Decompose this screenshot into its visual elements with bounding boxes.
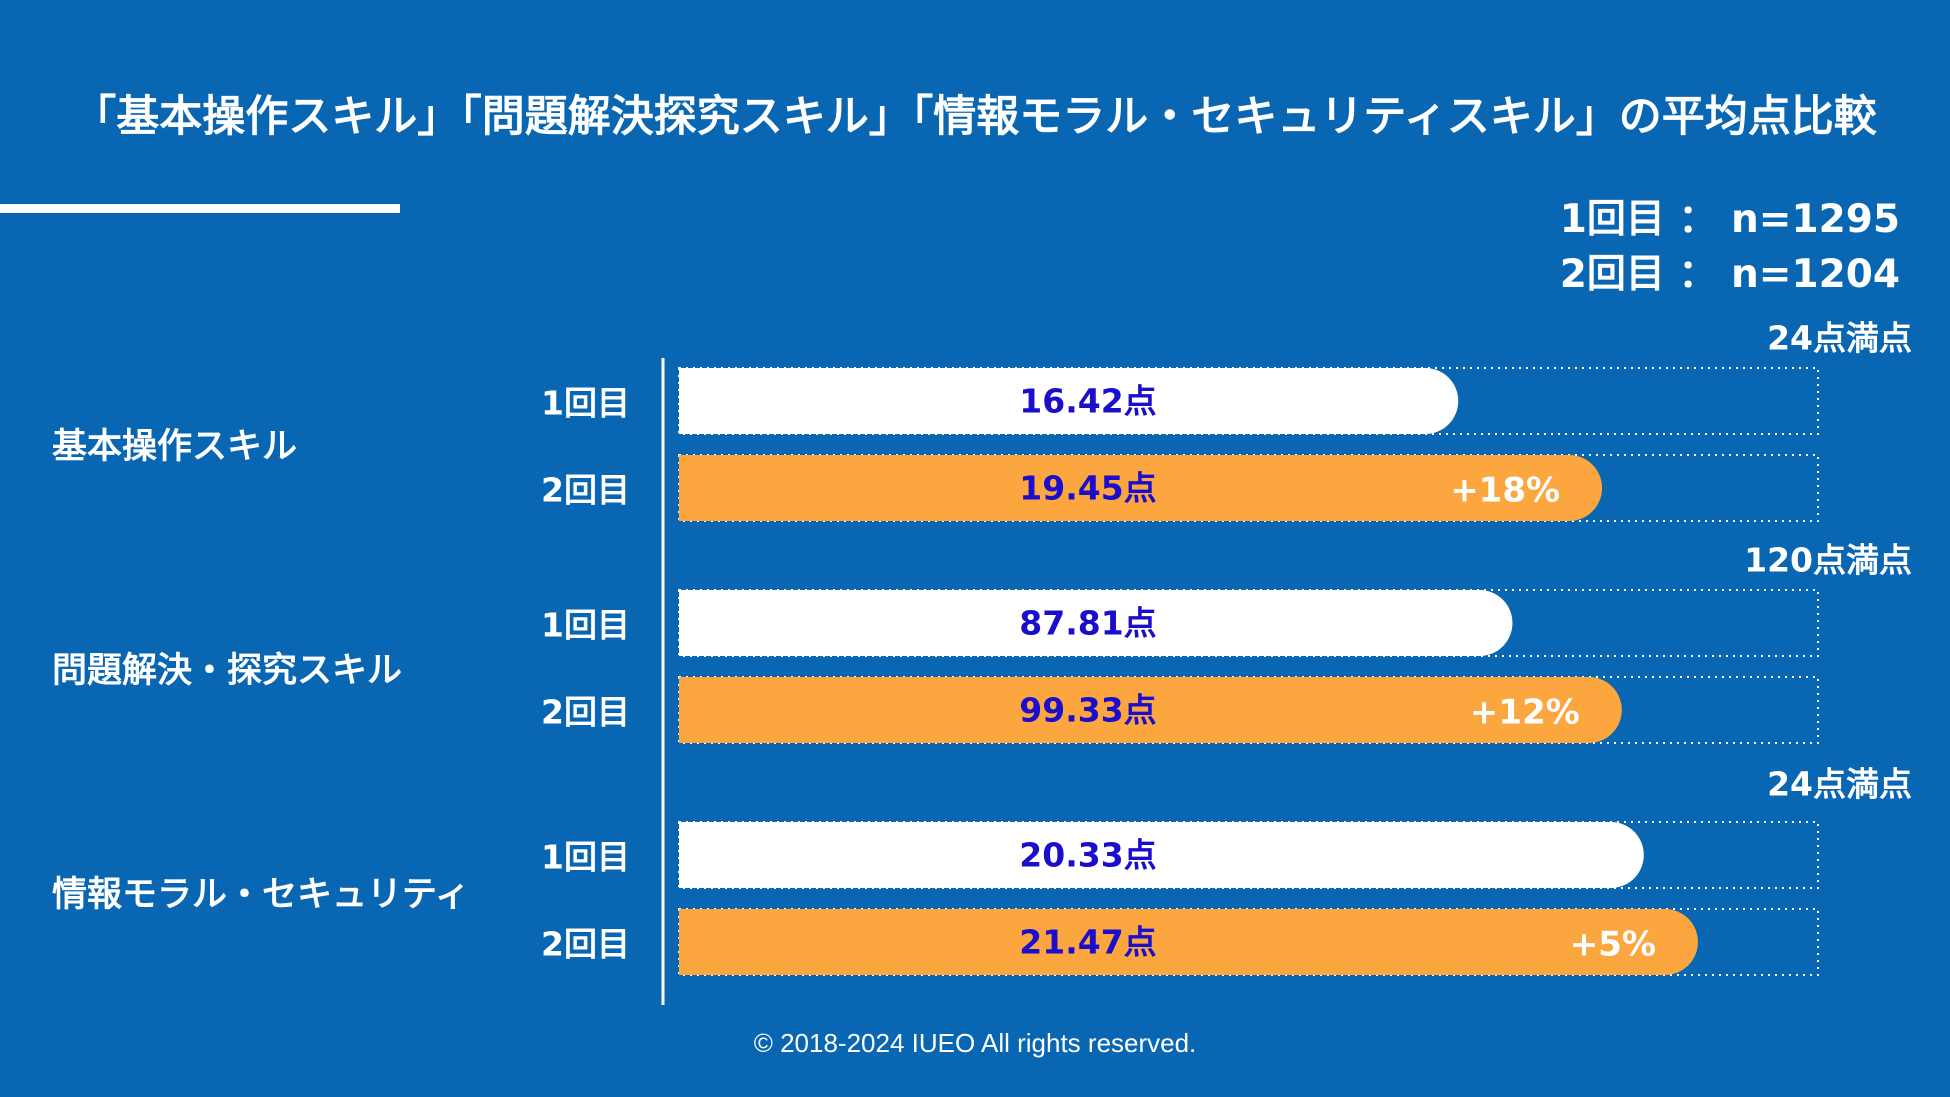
change-percent-label: +5% <box>1570 925 1656 965</box>
change-percent-label: +18% <box>1450 471 1560 511</box>
chart-bars: 基本操作スキル 24点満点 1回目 16.42点 2回目 19.45点 +18% 問題解決・探… <box>52 319 1912 976</box>
bar-value-label: 87.81点 <box>1019 604 1156 643</box>
series-row-label: 1回目 <box>541 606 630 645</box>
max-score-label: 120点満点 <box>1744 541 1912 580</box>
change-percent-label: +12% <box>1470 693 1580 733</box>
bar-first <box>679 368 1459 434</box>
bar-value-label: 21.47点 <box>1019 923 1156 962</box>
bar-value-label: 99.33点 <box>1019 691 1156 730</box>
bar-second <box>679 677 1622 743</box>
sample-size-legend: 1回目 ： n=1295 2回目 ： n=1204 <box>1560 192 1900 302</box>
category-label: 情報モラル・セキュリティ <box>52 875 470 915</box>
sample-size-first: 1回目 ： n=1295 <box>1559 197 1900 242</box>
bar-second <box>679 455 1603 521</box>
bar-second <box>679 909 1698 975</box>
title-accent-line <box>0 204 400 213</box>
category-label: 問題解決・探究スキル <box>52 651 402 691</box>
page-title: 「基本操作スキル」「問題解決探究スキル」「情報モラル・セキュリティスキル」の平均… <box>73 92 1877 142</box>
sample-size-second: 2回目 ： n=1204 <box>1559 252 1900 297</box>
category-label: 基本操作スキル <box>52 427 297 467</box>
series-row-label: 1回目 <box>541 384 630 423</box>
series-row-label: 1回目 <box>541 838 630 877</box>
bar-first <box>679 822 1644 888</box>
bar-value-label: 16.42点 <box>1019 382 1156 421</box>
bar-value-label: 19.45点 <box>1019 469 1156 508</box>
bar-value-label: 20.33点 <box>1019 836 1156 875</box>
series-row-label: 2回目 <box>541 693 630 732</box>
series-row-label: 2回目 <box>541 471 630 510</box>
series-row-label: 2回目 <box>541 925 630 964</box>
bar-first <box>679 590 1513 656</box>
max-score-label: 24点満点 <box>1767 765 1912 804</box>
max-score-label: 24点満点 <box>1767 319 1912 358</box>
copyright-footer: © 2018-2024 IUEO All rights reserved. <box>753 1028 1197 1058</box>
